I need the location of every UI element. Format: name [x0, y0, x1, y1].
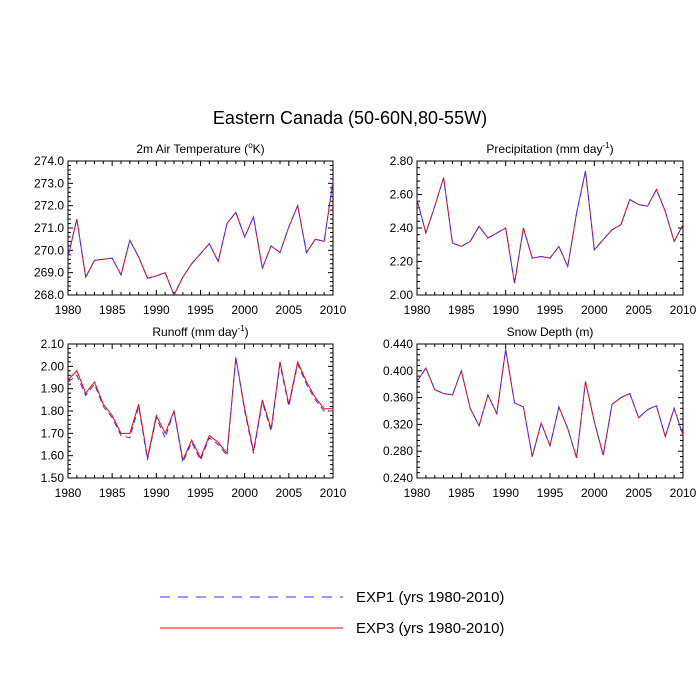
y-tick-label-runoff: 1.50: [41, 471, 65, 485]
y-tick-label-snow-depth: 0.440: [383, 337, 413, 351]
x-tick-label-precipitation: 1990: [492, 303, 519, 317]
y-tick-label-runoff: 1.60: [41, 449, 65, 463]
x-tick-label-temperature: 1995: [187, 303, 214, 317]
series-line-exp1-runoff: [67, 357, 333, 465]
y-tick-label-runoff: 2.00: [41, 359, 65, 373]
x-tick-label-temperature: 1985: [99, 303, 126, 317]
legend-label-exp3: EXP3 (yrs 1980-2010): [356, 620, 504, 637]
x-tick-label-snow-depth: 1980: [404, 486, 431, 500]
x-tick-label-runoff: 1985: [99, 486, 126, 500]
panel-precipitation: Precipitation (mm day-1) 1980 1985 1990 1995…: [390, 141, 697, 317]
panel-runoff: Runoff (mm day-1) 1980 1985 1990 1995 2000 200…: [41, 324, 347, 500]
x-tick-label-precipitation: 1995: [537, 303, 564, 317]
legend: EXP1 (yrs 1980-2010) EXP3 (yrs 1980-2010): [160, 589, 504, 637]
legend-label-exp1: EXP1 (yrs 1980-2010): [356, 589, 504, 606]
y-tick-label-precipitation: 2.20: [390, 255, 414, 269]
y-tick-label-temperature: 268.0: [34, 288, 64, 302]
x-tick-label-runoff: 2010: [320, 486, 347, 500]
x-tick-label-snow-depth: 2000: [581, 486, 608, 500]
x-tick-label-temperature: 1990: [143, 303, 170, 317]
x-tick-label-temperature: 2000: [231, 303, 258, 317]
y-tick-label-snow-depth: 0.240: [383, 471, 413, 485]
x-tick-label-temperature: 1980: [55, 303, 82, 317]
x-tick-label-runoff: 1995: [187, 486, 214, 500]
series-line-exp3-runoff: [67, 357, 333, 462]
x-tick-label-snow-depth: 1995: [537, 486, 564, 500]
series-line-exp1-precipitation: [416, 170, 684, 284]
x-tick-label-runoff: 1980: [55, 486, 82, 500]
x-tick-label-runoff: 2005: [275, 486, 302, 500]
y-tick-label-temperature: 273.0: [34, 176, 64, 190]
y-tick-label-temperature: 272.0: [34, 199, 64, 213]
x-tick-label-precipitation: 2000: [581, 303, 608, 317]
y-tick-label-snow-depth: 0.280: [383, 444, 413, 458]
panel-title-runoff: Runoff (mm day-1): [152, 324, 248, 339]
y-tick-label-temperature: 271.0: [34, 221, 64, 235]
y-tick-label-snow-depth: 0.400: [383, 364, 413, 378]
y-tick-label-runoff: 2.10: [41, 337, 65, 351]
x-tick-label-snow-depth: 1990: [492, 486, 519, 500]
plot-frame-precipitation: [416, 160, 684, 296]
series-line-exp1-temperature: [67, 181, 334, 297]
y-tick-label-precipitation: 2.60: [390, 188, 414, 202]
y-tick-label-temperature: 269.0: [34, 266, 64, 280]
x-tick-label-temperature: 2010: [320, 303, 347, 317]
y-tick-label-runoff: 1.80: [41, 404, 65, 418]
x-tick-label-precipitation: 1985: [448, 303, 475, 317]
y-tick-label-precipitation: 2.80: [390, 154, 414, 168]
plot-frame-temperature: [67, 160, 334, 296]
y-tick-label-precipitation: 2.40: [390, 221, 414, 235]
y-tick-label-runoff: 1.90: [41, 382, 65, 396]
panels: 2m Air Temperature (oK) 1980 1985 1990 1995 2…: [34, 141, 697, 500]
x-tick-label-precipitation: 2005: [625, 303, 652, 317]
y-tick-label-snow-depth: 0.360: [383, 391, 413, 405]
y-tick-label-snow-depth: 0.320: [383, 417, 413, 431]
panel-snow-depth: Snow Depth (m) 1980 1985 1990 1995 2000 2005 20…: [383, 325, 697, 500]
x-tick-label-temperature: 2005: [275, 303, 302, 317]
y-tick-label-temperature: 270.0: [34, 243, 64, 257]
y-tick-label-runoff: 1.70: [41, 426, 65, 440]
x-tick-label-snow-depth: 2010: [670, 486, 697, 500]
figure-title: Eastern Canada (50-60N,80-55W): [213, 108, 487, 128]
series-line-exp3-precipitation: [416, 170, 684, 284]
series-line-exp3-snow-depth: [416, 349, 684, 459]
x-tick-label-runoff: 2000: [231, 486, 258, 500]
panel-title-temperature: 2m Air Temperature (oK): [136, 141, 264, 156]
y-tick-label-temperature: 274.0: [34, 154, 64, 168]
series-line-exp3-temperature: [67, 181, 334, 297]
x-tick-label-precipitation: 1980: [404, 303, 431, 317]
x-tick-label-snow-depth: 1985: [448, 486, 475, 500]
y-tick-label-precipitation: 2.00: [390, 288, 414, 302]
x-tick-label-precipitation: 2010: [670, 303, 697, 317]
x-tick-label-runoff: 1990: [143, 486, 170, 500]
panel-title-snow-depth: Snow Depth (m): [507, 325, 594, 339]
plot-frame-snow-depth: [416, 343, 684, 479]
x-tick-label-snow-depth: 2005: [625, 486, 652, 500]
panel-title-precipitation: Precipitation (mm day-1): [486, 141, 613, 156]
panel-temperature: 2m Air Temperature (oK) 1980 1985 1990 1995 2…: [34, 141, 347, 317]
series-line-exp1-snow-depth: [416, 349, 684, 459]
